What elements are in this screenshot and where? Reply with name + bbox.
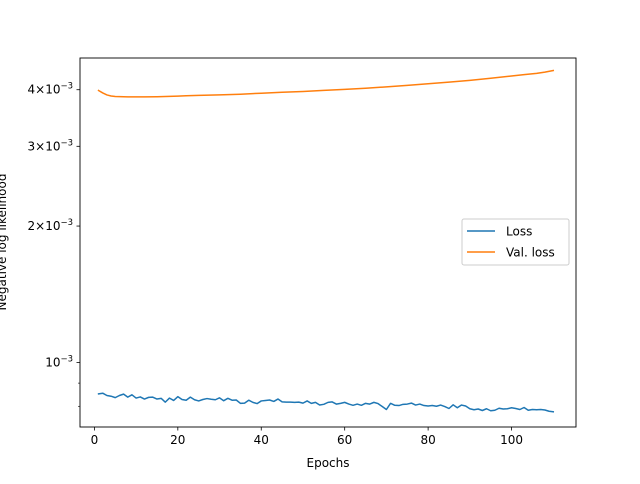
y-tick-label: 10−3	[45, 354, 73, 369]
x-tick-label: 80	[420, 433, 435, 447]
y-tick-label: 2×10−3	[28, 218, 74, 233]
y-axis-ticks: 10−3 2×10−3 3×10−3 4×10−3	[28, 82, 80, 407]
x-tick-label: 20	[170, 433, 185, 447]
legend-label-loss: Loss	[506, 225, 532, 239]
y-tick-label: 3×10−3	[28, 138, 74, 153]
x-axis-label: Epochs	[307, 456, 350, 470]
axes-frame	[79, 57, 577, 428]
x-tick-label: 40	[254, 433, 269, 447]
y-axis-label: Negative log likelihood	[0, 174, 9, 311]
x-axis-ticks: 0 20 40 60 80 100	[91, 427, 523, 447]
series-layer	[97, 69, 555, 413]
legend-label-val-loss: Val. loss	[506, 246, 555, 260]
x-tick-label: 100	[500, 433, 523, 447]
series-line-val-loss	[97, 69, 555, 98]
series-line-loss	[97, 392, 555, 413]
x-tick-label: 0	[91, 433, 99, 447]
y-tick-label: 4×10−3	[28, 82, 74, 97]
legend: Loss Val. loss	[461, 218, 570, 266]
x-tick-label: 60	[337, 433, 352, 447]
